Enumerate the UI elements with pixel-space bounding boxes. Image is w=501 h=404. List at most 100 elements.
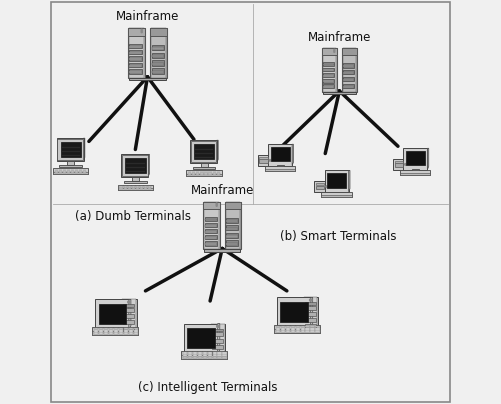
- FancyBboxPatch shape: [316, 185, 324, 189]
- FancyBboxPatch shape: [126, 167, 144, 168]
- Text: Mainframe: Mainframe: [116, 11, 179, 23]
- FancyBboxPatch shape: [123, 314, 134, 318]
- FancyBboxPatch shape: [124, 187, 127, 188]
- FancyBboxPatch shape: [71, 171, 74, 172]
- FancyBboxPatch shape: [144, 187, 147, 188]
- FancyBboxPatch shape: [216, 173, 220, 174]
- FancyBboxPatch shape: [129, 50, 142, 55]
- FancyBboxPatch shape: [62, 155, 80, 156]
- FancyBboxPatch shape: [305, 318, 316, 322]
- FancyBboxPatch shape: [323, 48, 336, 92]
- FancyBboxPatch shape: [296, 330, 300, 332]
- FancyBboxPatch shape: [277, 165, 284, 168]
- FancyBboxPatch shape: [305, 303, 316, 305]
- FancyBboxPatch shape: [122, 299, 136, 333]
- FancyBboxPatch shape: [281, 302, 308, 322]
- FancyBboxPatch shape: [123, 320, 134, 324]
- FancyBboxPatch shape: [207, 354, 212, 356]
- FancyBboxPatch shape: [63, 172, 66, 173]
- FancyBboxPatch shape: [129, 71, 142, 73]
- FancyBboxPatch shape: [94, 332, 98, 334]
- FancyBboxPatch shape: [281, 326, 285, 328]
- FancyBboxPatch shape: [212, 173, 216, 174]
- FancyBboxPatch shape: [196, 174, 199, 175]
- Polygon shape: [148, 154, 149, 177]
- FancyBboxPatch shape: [114, 330, 118, 332]
- FancyBboxPatch shape: [315, 330, 320, 332]
- FancyBboxPatch shape: [395, 161, 403, 163]
- FancyBboxPatch shape: [132, 187, 135, 188]
- Polygon shape: [274, 329, 320, 332]
- FancyBboxPatch shape: [212, 354, 217, 356]
- FancyBboxPatch shape: [75, 172, 78, 173]
- FancyBboxPatch shape: [198, 353, 206, 358]
- FancyBboxPatch shape: [129, 69, 142, 74]
- FancyBboxPatch shape: [140, 188, 143, 189]
- FancyBboxPatch shape: [400, 170, 430, 175]
- FancyBboxPatch shape: [211, 351, 223, 355]
- FancyBboxPatch shape: [343, 86, 354, 88]
- FancyBboxPatch shape: [301, 328, 305, 330]
- FancyBboxPatch shape: [123, 326, 134, 330]
- FancyBboxPatch shape: [188, 172, 191, 173]
- FancyBboxPatch shape: [129, 52, 142, 54]
- FancyBboxPatch shape: [134, 328, 138, 330]
- FancyBboxPatch shape: [79, 171, 82, 172]
- FancyBboxPatch shape: [152, 44, 164, 50]
- Polygon shape: [129, 299, 131, 329]
- FancyBboxPatch shape: [188, 354, 192, 356]
- FancyBboxPatch shape: [132, 188, 135, 189]
- FancyBboxPatch shape: [136, 188, 139, 189]
- Polygon shape: [311, 297, 313, 327]
- FancyBboxPatch shape: [343, 48, 356, 92]
- FancyBboxPatch shape: [148, 187, 151, 188]
- FancyBboxPatch shape: [92, 327, 138, 335]
- FancyBboxPatch shape: [200, 163, 207, 167]
- FancyBboxPatch shape: [226, 240, 238, 246]
- FancyBboxPatch shape: [94, 330, 98, 332]
- FancyBboxPatch shape: [217, 354, 221, 356]
- FancyBboxPatch shape: [61, 142, 81, 157]
- FancyBboxPatch shape: [198, 356, 202, 358]
- FancyBboxPatch shape: [393, 159, 408, 170]
- FancyBboxPatch shape: [211, 332, 223, 337]
- FancyBboxPatch shape: [129, 330, 133, 332]
- Circle shape: [269, 160, 271, 161]
- FancyBboxPatch shape: [109, 328, 113, 330]
- FancyBboxPatch shape: [94, 328, 98, 330]
- FancyBboxPatch shape: [192, 172, 195, 173]
- FancyBboxPatch shape: [323, 79, 335, 83]
- FancyBboxPatch shape: [408, 173, 422, 174]
- FancyBboxPatch shape: [200, 173, 203, 174]
- FancyBboxPatch shape: [204, 202, 219, 249]
- FancyBboxPatch shape: [210, 324, 225, 358]
- FancyBboxPatch shape: [150, 28, 167, 36]
- Polygon shape: [349, 170, 350, 192]
- FancyBboxPatch shape: [132, 177, 139, 181]
- FancyBboxPatch shape: [188, 352, 192, 354]
- FancyBboxPatch shape: [195, 153, 213, 154]
- Polygon shape: [92, 331, 138, 335]
- FancyBboxPatch shape: [222, 352, 226, 354]
- FancyBboxPatch shape: [323, 92, 356, 94]
- FancyBboxPatch shape: [204, 219, 217, 221]
- FancyBboxPatch shape: [194, 144, 214, 159]
- FancyBboxPatch shape: [129, 78, 166, 80]
- FancyBboxPatch shape: [281, 328, 285, 330]
- Polygon shape: [53, 172, 88, 174]
- FancyBboxPatch shape: [342, 48, 357, 92]
- FancyBboxPatch shape: [193, 354, 197, 356]
- FancyBboxPatch shape: [321, 192, 352, 197]
- FancyBboxPatch shape: [128, 186, 131, 187]
- FancyBboxPatch shape: [207, 352, 212, 354]
- FancyBboxPatch shape: [99, 328, 103, 330]
- Polygon shape: [427, 148, 429, 170]
- Polygon shape: [186, 174, 222, 176]
- FancyBboxPatch shape: [296, 326, 300, 328]
- FancyBboxPatch shape: [305, 324, 316, 328]
- FancyBboxPatch shape: [62, 151, 80, 152]
- FancyBboxPatch shape: [204, 217, 217, 221]
- FancyBboxPatch shape: [211, 345, 223, 349]
- FancyBboxPatch shape: [119, 332, 123, 334]
- FancyBboxPatch shape: [151, 28, 166, 78]
